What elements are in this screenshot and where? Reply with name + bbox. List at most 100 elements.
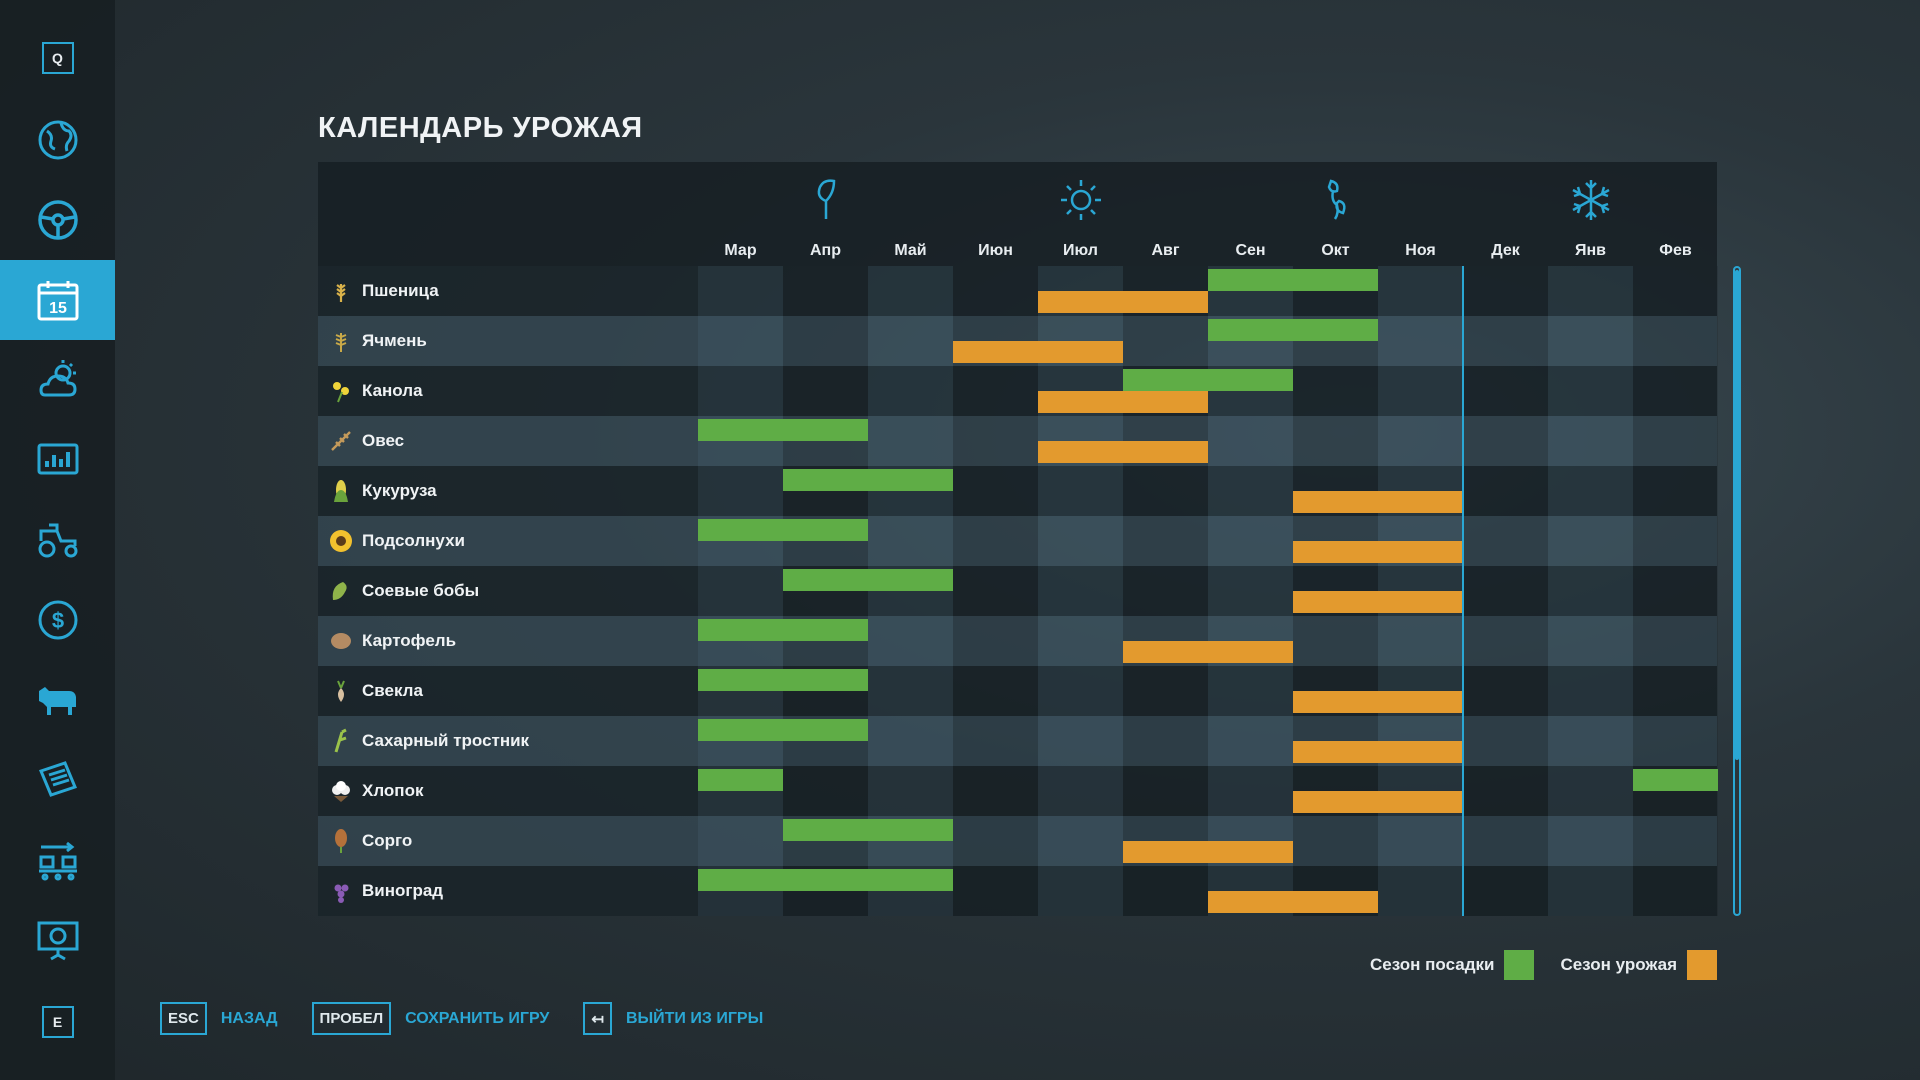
sidebar-item-finances[interactable]: $ [0,580,115,660]
save-game-button[interactable]: ПРОБЕЛ СОХРАНИТЬ ИГРУ [311,1002,549,1035]
production-icon [38,841,77,881]
crop-row: Сахарный тростник [318,716,1717,766]
crop-row: Хлопок [318,766,1717,816]
legend-planting-label: Сезон посадки [1370,955,1495,974]
month-column [1633,266,1718,916]
harvest-bar [1293,591,1463,613]
harvest-bar [1293,741,1463,763]
current-date-line [1462,266,1464,916]
month-label: Фев [1659,242,1692,259]
sidebar-item-map[interactable] [0,100,115,180]
winter-snowflake-icon [1571,180,1610,220]
exit-game-button[interactable]: ↤ ВЫЙТИ ИЗ ИГРЫ [583,1002,763,1035]
contracts-icon [38,761,77,797]
crop-name: Канола [362,381,423,400]
page-title: КАЛЕНДАРЬ УРОЖАЯ [318,112,643,144]
calendar-icon: 15 [37,281,78,321]
planting-bar [783,469,953,491]
sidebar: Q 15 $ [0,0,115,1080]
soybean-icon [332,582,347,600]
crop-row: Свекла [318,666,1717,716]
harvest-bar [1123,641,1293,663]
crop-row: Овес [318,416,1717,466]
month-column [1123,266,1208,916]
menu-prev-key[interactable]: Q [0,18,115,98]
planting-bar [1208,269,1378,291]
crop-row: Картофель [318,616,1717,666]
finance-dollar-icon: $ [38,600,77,640]
crop-row: Канола [318,366,1717,416]
month-column [868,266,953,916]
sidebar-item-help[interactable] [0,900,115,980]
crop-name: Сорго [362,831,413,850]
harvest-bar [1038,291,1208,313]
crop-row: Соевые бобы [318,566,1717,616]
crop-row: Пшеница [318,266,1717,316]
crop-name: Виноград [362,881,444,900]
month-column [698,266,783,916]
crop-name: Кукуруза [362,481,437,500]
space-key-hint: ПРОБЕЛ [311,1002,392,1035]
calendar-header [318,162,1717,266]
harvest-bar [1293,541,1463,563]
month-label: Янв [1575,242,1606,259]
sidebar-item-calendar[interactable]: 15 [0,260,115,340]
month-label: Май [894,242,927,259]
footer-actions: ESC НАЗАД ПРОБЕЛ СОХРАНИТЬ ИГРУ ↤ ВЫЙТИ … [160,1002,797,1035]
month-label: Мар [724,242,757,259]
month-label: Авг [1151,242,1180,259]
month-column [1548,266,1633,916]
crop-name: Пшеница [362,281,439,300]
planting-bar [1633,769,1718,791]
harvest-bar [1123,841,1293,863]
month-column [953,266,1038,916]
esc-key-hint: ESC [160,1002,207,1035]
sidebar-item-tractor[interactable] [0,500,115,580]
crop-name: Соевые бобы [362,581,480,600]
menu-next-key[interactable]: E [0,982,115,1062]
crop-name: Свекла [362,681,423,700]
backspace-key-hint: ↤ [583,1002,612,1035]
weather-icon [38,360,77,397]
autumn-leaves-icon [1327,179,1346,220]
e-key-hint: E [41,1006,74,1038]
globe-map-icon [38,120,77,160]
svg-text:15: 15 [49,300,67,317]
planting-bar [698,619,868,641]
crop-row: Кукуруза [318,466,1717,516]
month-column [783,266,868,916]
planting-bar [783,819,953,841]
sidebar-item-contracts[interactable] [0,740,115,820]
crop-name: Хлопок [362,781,424,800]
harvest-bar [1208,891,1378,913]
sugarcane-icon [334,728,347,753]
planting-bar [698,669,868,691]
sidebar-item-animals[interactable] [0,660,115,740]
exit-game-label: ВЫЙТИ ИЗ ИГРЫ [625,1009,764,1027]
spring-leaf-icon [817,179,835,219]
harvest-bar [1038,441,1208,463]
sidebar-item-weather[interactable] [0,340,115,420]
harvest-bar [953,341,1123,363]
grape-icon [334,884,349,903]
legend-planting-swatch [1504,950,1535,980]
scrollbar-track[interactable] [1733,266,1741,916]
legend-harvest-label: Сезон урожая [1560,955,1677,974]
harvest-bar [1293,491,1463,513]
corn-icon [334,480,348,502]
back-button[interactable]: ESC НАЗАД [160,1002,278,1035]
oat-icon [331,431,351,451]
crop-name: Подсолнухи [362,531,465,550]
month-column [1208,266,1293,916]
month-label: Дек [1491,242,1520,259]
crop-name: Сахарный тростник [362,731,530,750]
barley-icon [335,333,347,352]
legend: Сезон посадки Сезон урожая [1370,950,1717,980]
sidebar-item-vehicles[interactable] [0,180,115,260]
sidebar-item-statistics[interactable] [0,420,115,500]
scrollbar-thumb[interactable] [1735,270,1739,760]
crop-row: Сорго [318,816,1717,866]
harvest-bar [1038,391,1208,413]
steering-wheel-icon [37,200,78,240]
sidebar-item-production[interactable] [0,820,115,900]
